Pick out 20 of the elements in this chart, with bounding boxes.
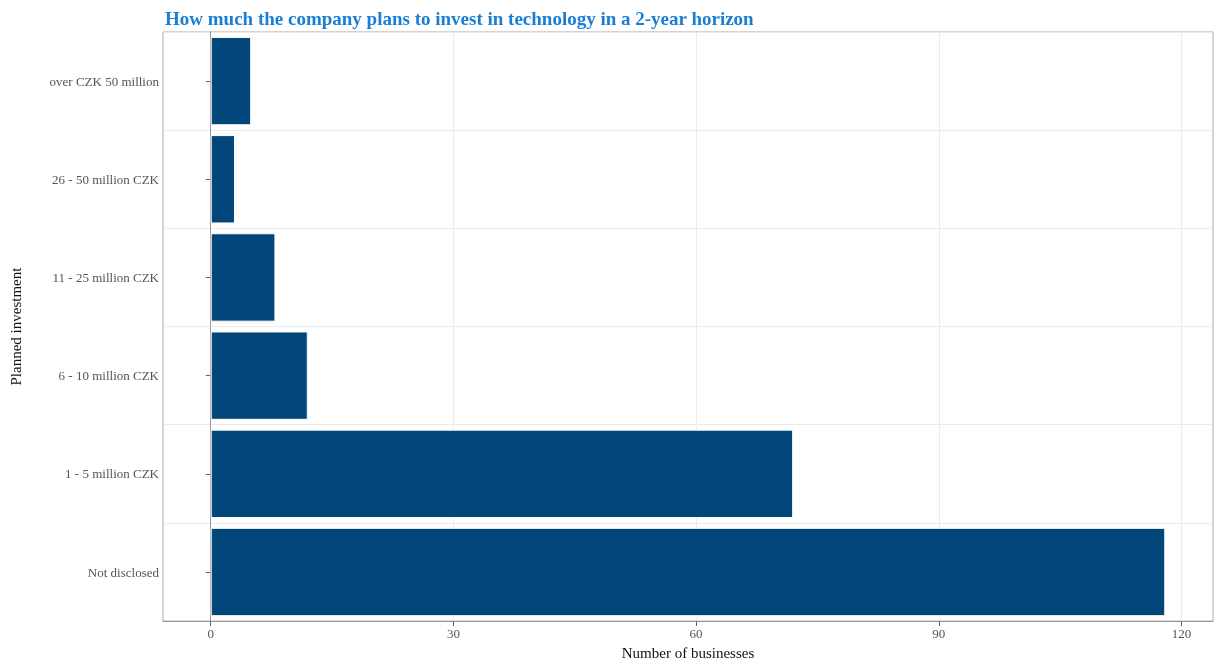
x-tick-label: 60 xyxy=(689,626,703,642)
chart-title: How much the company plans to invest in technology in a 2-year horizon xyxy=(165,8,755,29)
x-tick-label: 30 xyxy=(446,626,460,642)
y-tick-label: 26 - 50 million CZK xyxy=(52,171,160,187)
bar xyxy=(210,429,794,519)
bar xyxy=(210,135,235,224)
bar xyxy=(210,36,252,126)
y-axis-title: Planned investment xyxy=(7,266,24,386)
y-tick-label: 6 - 10 million CZK xyxy=(58,368,160,384)
x-tick-label: 90 xyxy=(932,626,946,642)
x-tick-label: 120 xyxy=(1171,626,1192,642)
y-tick-label: over CZK 50 million xyxy=(49,73,160,89)
bar xyxy=(210,527,1166,617)
bar xyxy=(210,233,276,322)
y-tick-label: 1 - 5 million CZK xyxy=(65,466,160,482)
y-tick-label: Not disclosed xyxy=(87,564,160,580)
x-axis-title: Number of businesses xyxy=(621,644,755,661)
y-tick-label: 11 - 25 million CZK xyxy=(52,269,160,285)
bar xyxy=(210,331,308,420)
x-tick-label: 0 xyxy=(207,626,214,642)
